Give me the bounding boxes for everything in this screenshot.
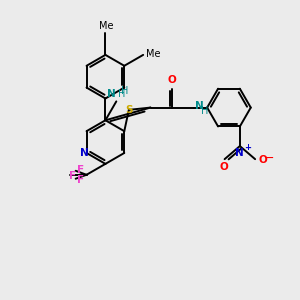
Text: N: N <box>106 89 115 99</box>
Text: F: F <box>69 171 76 181</box>
Text: H: H <box>121 86 129 96</box>
Text: O: O <box>219 162 228 172</box>
Text: H: H <box>201 106 208 116</box>
Text: +: + <box>244 143 251 152</box>
Text: −: − <box>264 152 274 165</box>
Text: F: F <box>77 175 84 185</box>
Text: N: N <box>80 148 89 158</box>
Text: N: N <box>195 100 204 111</box>
Text: Me: Me <box>99 21 114 31</box>
Text: S: S <box>125 105 133 115</box>
Text: N: N <box>236 148 244 158</box>
Text: O: O <box>258 155 267 165</box>
Text: O: O <box>168 75 177 85</box>
Text: F: F <box>77 165 84 175</box>
Text: H: H <box>118 89 126 99</box>
Text: Me: Me <box>146 49 160 59</box>
